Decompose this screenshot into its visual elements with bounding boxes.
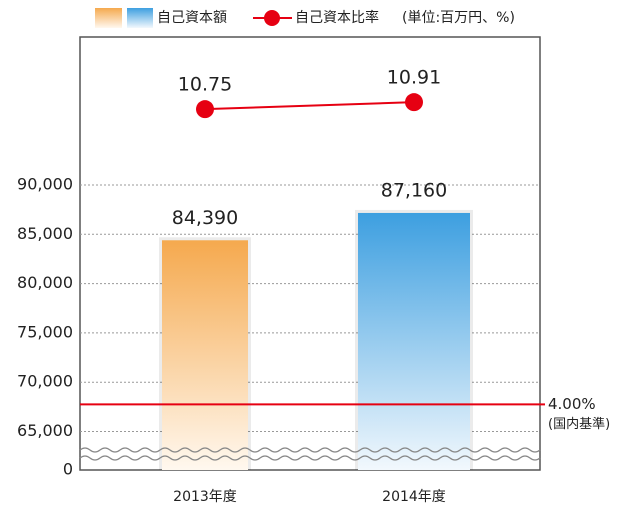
legend-swatch [95,8,122,28]
reference-label: 4.00% [548,395,596,413]
ratio-point [405,93,423,112]
legend-label: 自己資本比率 [295,9,379,26]
y-tick-label: 80,000 [17,273,73,292]
y-tick-label: 85,000 [17,224,73,243]
x-tick-label: 2013年度 [173,489,237,505]
legend-swatch [127,8,153,28]
axis-break [79,447,541,453]
ratio-point [196,100,214,119]
legend-marker [264,10,280,26]
y-tick-label: 70,000 [17,372,73,391]
y-tick-label: 0 [63,460,73,479]
axis-break [79,455,541,461]
bar [162,240,248,470]
bar-value-label: 87,160 [381,179,447,201]
unit-note: (単位:百万円、%) [402,10,515,26]
x-tick-label: 2014年度 [382,489,446,505]
y-tick-label: 90,000 [17,174,73,193]
ratio-value-label: 10.75 [178,74,232,96]
reference-note: (国内基準) [548,416,610,432]
y-tick-label: 65,000 [17,421,73,440]
bar-value-label: 84,390 [172,207,238,229]
ratio-value-label: 10.91 [387,67,441,89]
plot-frame [79,36,541,471]
legend-label: 自己資本額 [157,10,227,26]
bar [358,212,470,470]
ratio-line [204,101,415,111]
y-tick-label: 75,000 [17,322,73,341]
